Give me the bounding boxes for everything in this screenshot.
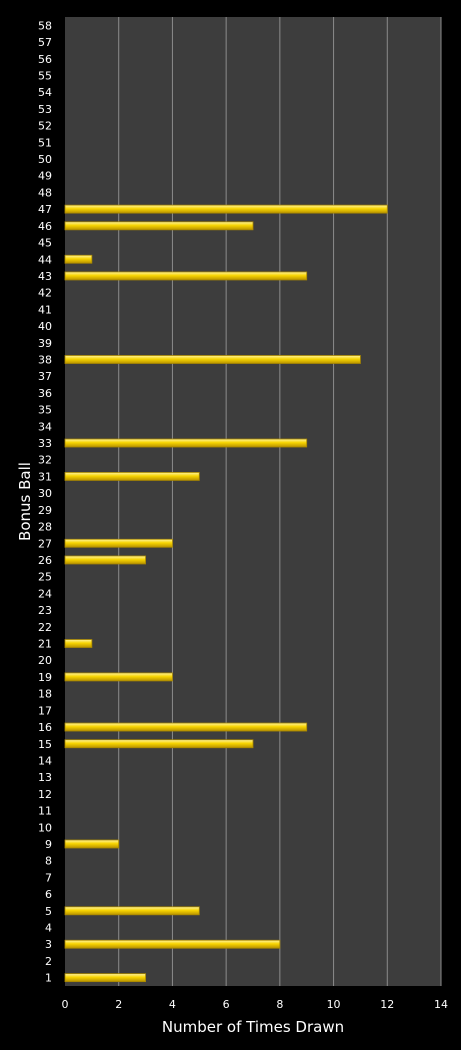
y-tick-label: 49 <box>38 170 52 183</box>
y-tick-label: 4 <box>45 922 52 935</box>
y-tick-label: 25 <box>38 571 52 584</box>
y-tick-label: 2 <box>45 955 52 968</box>
y-tick-label: 18 <box>38 688 52 701</box>
y-tick-label: 50 <box>38 153 52 166</box>
x-tick-label: 6 <box>223 998 230 1011</box>
y-tick-labels: 1234567891011121314151617181920212223242… <box>38 19 52 984</box>
y-tick-label: 8 <box>45 855 52 868</box>
y-tick-label: 26 <box>38 554 52 567</box>
bar-ball-33 <box>64 438 308 448</box>
y-tick-label: 20 <box>38 654 52 667</box>
bar-ball-16 <box>64 722 308 732</box>
y-tick-label: 12 <box>38 788 52 801</box>
bar-ball-38 <box>64 355 361 364</box>
y-tick-label: 35 <box>38 404 52 417</box>
y-tick-label: 39 <box>38 337 52 350</box>
y-tick-label: 1 <box>45 972 52 985</box>
y-tick-label: 7 <box>45 871 52 884</box>
x-axis-title: Number of Times Drawn <box>162 1018 344 1036</box>
y-tick-label: 31 <box>38 470 52 483</box>
y-tick-label: 47 <box>38 203 52 216</box>
plot-area <box>65 17 441 986</box>
x-tick-label: 8 <box>276 998 283 1011</box>
y-tick-label: 27 <box>38 537 52 550</box>
y-tick-label: 5 <box>45 905 52 918</box>
y-tick-label: 23 <box>38 604 52 617</box>
y-tick-label: 36 <box>38 387 52 400</box>
y-tick-label: 51 <box>38 136 52 149</box>
bar-ball-26 <box>64 555 146 565</box>
x-tick-label: 2 <box>115 998 122 1011</box>
x-tick-label: 0 <box>62 998 69 1011</box>
y-tick-label: 9 <box>45 838 52 851</box>
gridlines <box>118 17 442 986</box>
y-tick-label: 6 <box>45 888 52 901</box>
bar-ball-44 <box>64 254 93 264</box>
y-tick-label: 13 <box>38 771 52 784</box>
y-tick-label: 11 <box>38 805 52 818</box>
y-tick-label: 40 <box>38 320 52 333</box>
y-tick-label: 42 <box>38 287 52 300</box>
y-tick-label: 17 <box>38 704 52 717</box>
y-tick-label: 52 <box>38 120 52 133</box>
bar-ball-47 <box>64 204 388 214</box>
y-axis-title: Bonus Ball <box>16 462 34 541</box>
bar-ball-3 <box>64 939 281 949</box>
x-tick-label: 4 <box>169 998 176 1011</box>
y-tick-label: 55 <box>38 69 52 82</box>
y-tick-label: 10 <box>38 821 52 834</box>
y-tick-label: 48 <box>38 186 52 199</box>
bar-ball-1 <box>64 973 146 983</box>
bars <box>64 204 388 983</box>
y-tick-label: 45 <box>38 237 52 250</box>
y-tick-label: 30 <box>38 487 52 500</box>
y-tick-label: 21 <box>38 638 52 651</box>
y-tick-label: 32 <box>38 454 52 467</box>
y-tick-label: 37 <box>38 370 52 383</box>
x-tick-label: 12 <box>380 998 394 1011</box>
y-tick-label: 16 <box>38 721 52 734</box>
y-tick-label: 19 <box>38 671 52 684</box>
y-tick-label: 54 <box>38 86 52 99</box>
bar-ball-9 <box>64 839 120 849</box>
y-tick-label: 58 <box>38 19 52 32</box>
y-tick-label: 46 <box>38 220 52 233</box>
y-tick-label: 28 <box>38 521 52 534</box>
y-tick-label: 14 <box>38 754 52 767</box>
bar-ball-27 <box>64 538 173 548</box>
y-tick-label: 29 <box>38 504 52 517</box>
bar-ball-46 <box>64 221 254 231</box>
bar-ball-19 <box>64 672 173 682</box>
y-tick-label: 33 <box>38 437 52 450</box>
y-tick-label: 3 <box>45 938 52 951</box>
y-tick-label: 38 <box>38 353 52 366</box>
bar-ball-43 <box>64 271 308 281</box>
bar-ball-5 <box>64 906 200 916</box>
x-tick-labels: 0 2 4 6 8 10 12 14 <box>62 998 449 1011</box>
bar-ball-21 <box>64 639 93 648</box>
y-tick-label: 41 <box>38 303 52 316</box>
y-tick-label: 44 <box>38 253 52 266</box>
x-tick-label: 14 <box>434 998 448 1011</box>
bar-ball-15 <box>64 739 254 749</box>
y-tick-label: 24 <box>38 587 52 600</box>
y-tick-label: 56 <box>38 53 52 66</box>
bar-ball-31 <box>64 472 200 481</box>
y-tick-label: 15 <box>38 738 52 751</box>
y-tick-label: 43 <box>38 270 52 283</box>
y-tick-label: 57 <box>38 36 52 49</box>
y-tick-label: 34 <box>38 420 52 433</box>
x-tick-label: 10 <box>327 998 341 1011</box>
y-tick-label: 53 <box>38 103 52 116</box>
y-tick-label: 22 <box>38 621 52 634</box>
